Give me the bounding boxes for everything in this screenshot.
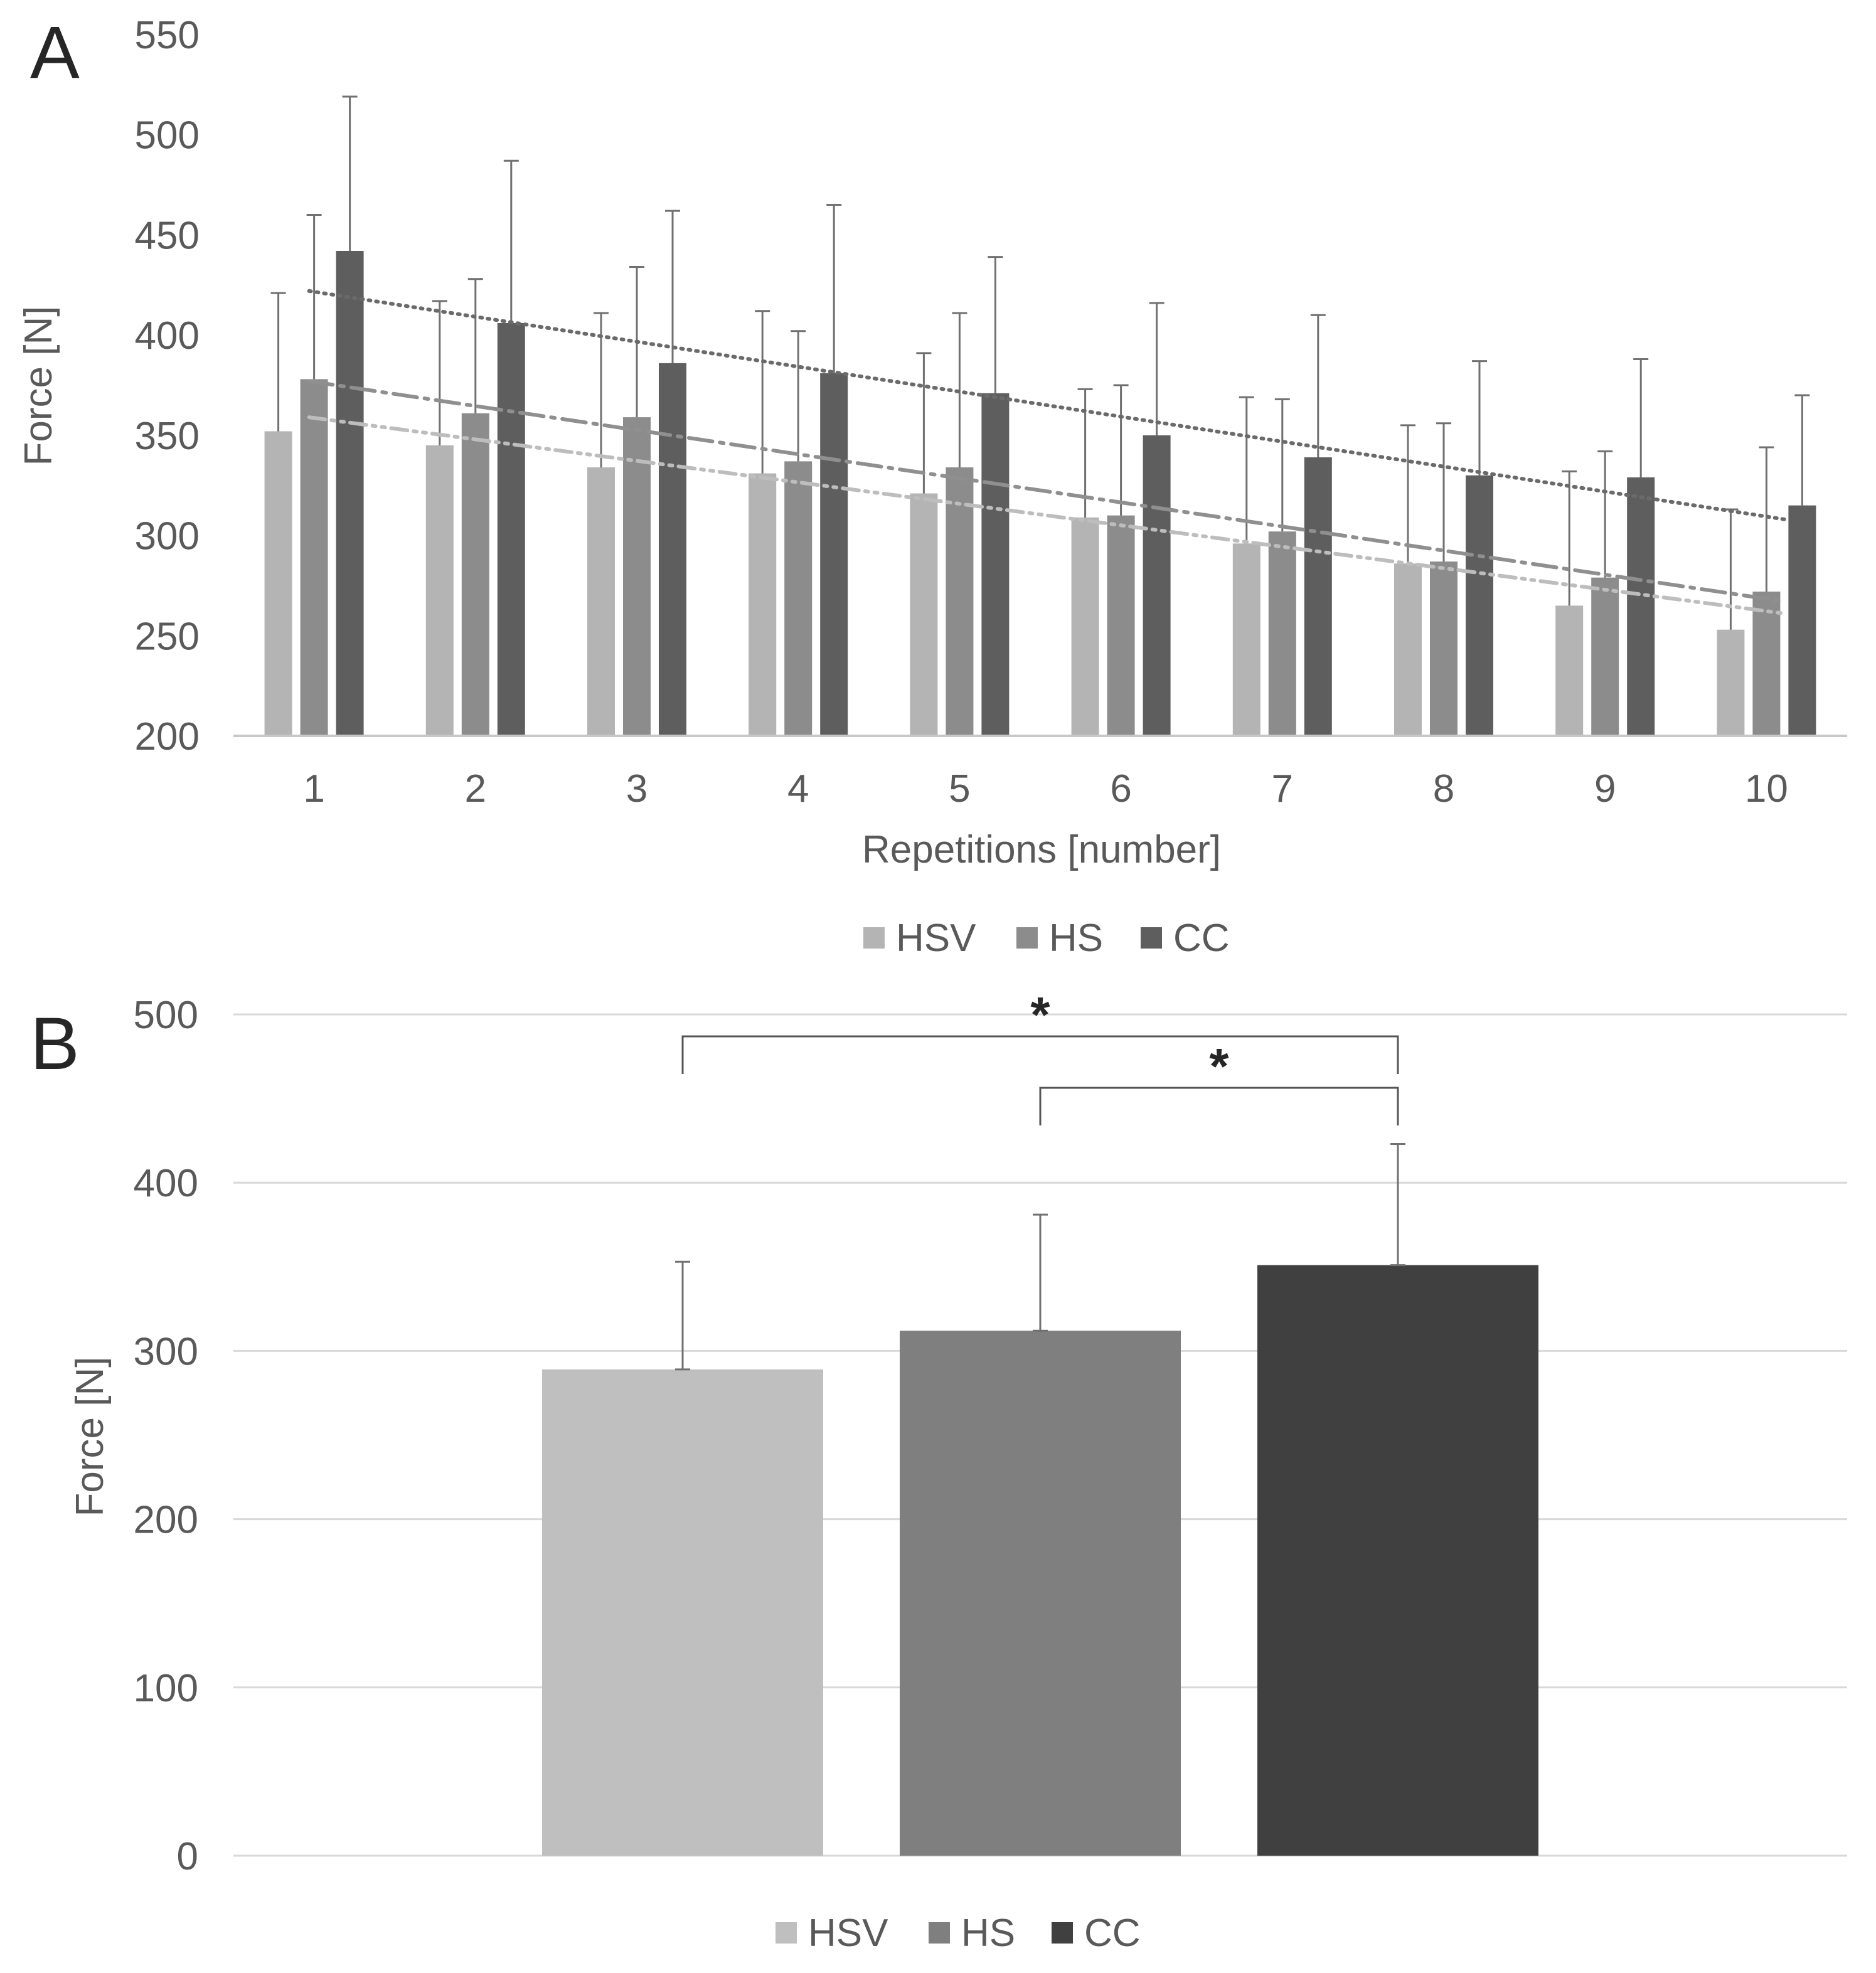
panel-a-x-axis-title: Repetitions [number] xyxy=(862,828,1221,871)
panel-b-legend-label: HSV xyxy=(808,1912,888,1955)
panel-a-bar-hsv xyxy=(749,473,777,736)
panel-a-x-tick-label: 8 xyxy=(1433,767,1454,811)
panel-a-bar-hsv xyxy=(1232,543,1260,736)
panel-a-y-tick-label: 450 xyxy=(135,214,200,257)
panel-a-bar-cc xyxy=(497,322,525,736)
panel-b-legend-swatch xyxy=(775,1922,797,1944)
panel-a-bar-cc xyxy=(336,250,364,736)
panel-b-significance-bracket xyxy=(1039,1087,1399,1125)
panel-a-bar-hs xyxy=(1430,561,1458,736)
panel-a-legend-label: CC xyxy=(1173,917,1230,960)
panel-b-legend-label: CC xyxy=(1084,1912,1141,1955)
panel-a-bar-hs xyxy=(1107,515,1135,736)
panel-a-y-tick-label: 300 xyxy=(135,515,200,558)
panel-b-chart: B 0 100 200 300 400 500 * * Force [N] HSV HS CC xyxy=(30,987,1847,1955)
panel-a-legend-swatch xyxy=(1016,927,1038,949)
panel-a-y-tick-label: 250 xyxy=(135,615,200,658)
panel-a-x-tick-label: 5 xyxy=(949,767,970,811)
panel-b-y-tick-label: 500 xyxy=(134,994,198,1037)
panel-a-x-tick-label: 4 xyxy=(787,767,809,811)
panel-a-y-tick-label: 500 xyxy=(135,114,200,157)
panel-a-legend-swatch xyxy=(1141,927,1162,949)
panel-a-bar-hs xyxy=(1591,577,1619,736)
panel-a-x-tick-label: 7 xyxy=(1272,767,1293,811)
panel-a-bar-cc xyxy=(659,363,686,736)
panel-a-x-tick-label: 10 xyxy=(1745,767,1788,811)
panel-b-bar-hsv xyxy=(542,1369,823,1856)
panel-b-significance-bracket xyxy=(681,1035,1399,1074)
panel-a-y-tick-label: 200 xyxy=(135,715,200,758)
panel-a-bar-cc xyxy=(1627,477,1655,736)
panel-b-y-axis-title: Force [N] xyxy=(68,1357,112,1517)
panel-b-legend-label: HS xyxy=(961,1912,1015,1955)
panel-b-significance-marker: * xyxy=(1030,987,1050,1043)
panel-a-bar-hsv xyxy=(1394,563,1422,736)
panel-a-y-tick-label: 350 xyxy=(135,415,200,458)
panel-b-bar-cc xyxy=(1257,1265,1538,1856)
panel-a-bar-hs xyxy=(461,413,489,736)
panel-a-bar-hsv xyxy=(425,445,454,736)
panel-a-legend-label: HS xyxy=(1049,917,1103,960)
panel-a-bar-hsv xyxy=(587,467,615,736)
panel-a-bar-cc xyxy=(1466,475,1493,736)
panel-a-bar-cc xyxy=(1143,435,1171,736)
panel-a-bar-hs xyxy=(946,467,974,736)
panel-a-bar-hs xyxy=(1752,592,1781,736)
panel-b-label: B xyxy=(30,1002,80,1085)
panel-b-y-tick-label: 0 xyxy=(177,1835,198,1878)
panel-a-bar-cc xyxy=(1304,457,1332,736)
panel-a-bar-hsv xyxy=(1717,629,1745,736)
panel-b-significance-marker: * xyxy=(1209,1038,1229,1094)
panel-a-bar-hsv xyxy=(1071,517,1099,736)
panel-a-legend-swatch xyxy=(863,927,885,949)
panel-a-y-axis-title: Force [N] xyxy=(17,306,60,466)
panel-a-bar-hsv xyxy=(264,431,292,736)
panel-b-legend-swatch xyxy=(1052,1922,1073,1944)
panel-a-bar-hsv xyxy=(1555,605,1584,736)
panel-a-trendline-cc xyxy=(307,289,1788,522)
panel-b-y-tick-label: 200 xyxy=(134,1499,198,1542)
panel-a-trendline-hs xyxy=(307,379,1788,604)
panel-b-legend-swatch xyxy=(929,1922,950,1944)
panel-a-legend: HSV HS CC xyxy=(863,917,1230,960)
panel-b-y-tick-label: 100 xyxy=(134,1667,198,1710)
panel-a-bar-cc xyxy=(1788,505,1816,736)
panel-a-bar-hs xyxy=(300,379,328,736)
panel-a-bar-hsv xyxy=(910,493,938,736)
panel-b-y-tick-label: 400 xyxy=(134,1162,198,1205)
panel-a-bar-hs xyxy=(784,461,813,736)
panel-a-bar-hs xyxy=(1268,531,1296,736)
panel-a-legend-label: HSV xyxy=(896,917,976,960)
panel-a-x-tick-label: 2 xyxy=(465,767,486,811)
panel-a-x-tick-label: 6 xyxy=(1110,767,1131,811)
panel-a-bar-hs xyxy=(623,417,651,736)
panel-a-x-tick-label: 3 xyxy=(626,767,648,811)
panel-a-chart: A 200 250 300 350 400 450 500 550 1 2 3 4 5 6 7 8 9 10 F… xyxy=(17,11,1847,960)
panel-b-legend: HSV HS CC xyxy=(775,1912,1141,1955)
panel-a-label: A xyxy=(30,11,80,94)
panel-a-bar-cc xyxy=(820,373,848,736)
panel-a-y-tick-label: 550 xyxy=(135,14,200,57)
panel-a-x-tick-label: 9 xyxy=(1594,767,1616,811)
panel-a-trendline-hsv xyxy=(307,415,1788,616)
panel-b-bar-hs xyxy=(900,1331,1181,1856)
panel-a-y-tick-label: 400 xyxy=(135,314,200,358)
panel-a-x-tick-label: 1 xyxy=(303,767,324,811)
panel-b-y-tick-label: 300 xyxy=(134,1330,198,1373)
panel-a-bar-cc xyxy=(981,393,1010,736)
